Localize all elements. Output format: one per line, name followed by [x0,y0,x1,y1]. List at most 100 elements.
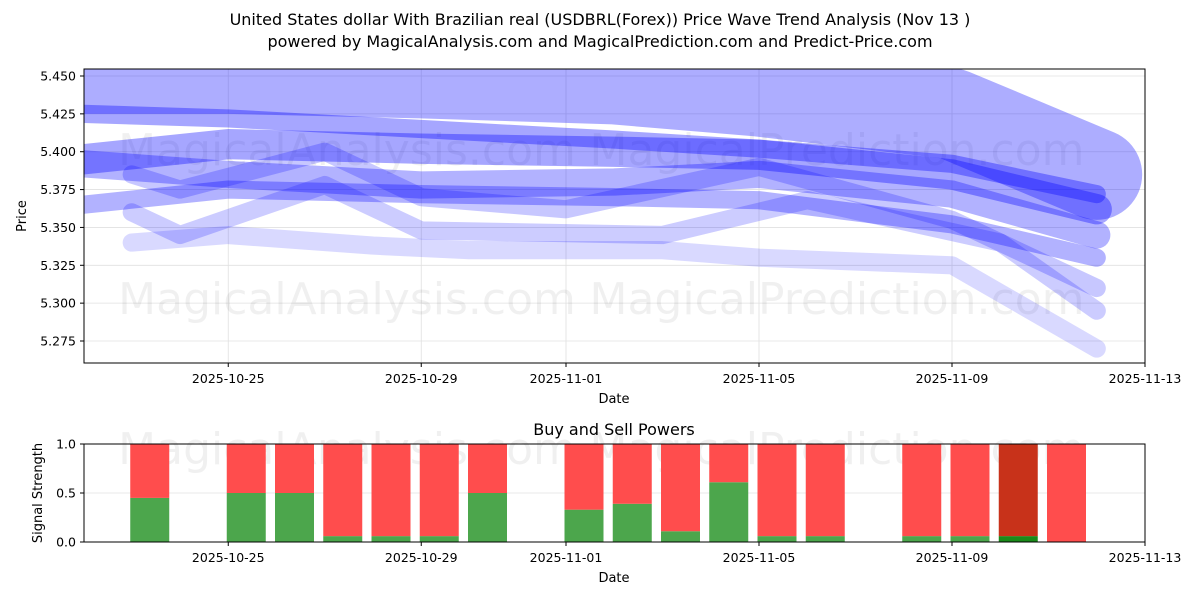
signal-plot-title: Buy and Sell Powers [533,420,695,439]
buy-segment [709,482,749,542]
signal-bar [950,444,990,542]
buy-segment [805,536,845,542]
x-tick-label: 2025-11-01 [530,371,603,386]
buy-segment [468,493,507,542]
buy-segment [950,536,990,542]
watermark: MagicalPrediction.com [590,274,1085,325]
wave-band-band-d [84,180,1106,267]
buy-segment [612,503,652,542]
x-tick-label: 2025-11-05 [723,371,796,386]
signal-bar [564,444,604,542]
signal-bar [1047,444,1086,542]
sell-segment [902,444,942,537]
main-frame [83,68,1146,364]
sell-segment [564,444,604,510]
signal-x-ticks: 2025-10-25 2025-10-29 2025-11-01 2025-11-05… [192,542,1181,565]
signal-y-label: Signal Strength [31,443,46,543]
signal-bar [323,444,363,542]
wave-band-band-a [84,104,1106,204]
signal-bar [275,444,314,542]
y-tick-label: 5.450 [40,69,76,84]
wave-band-band-b [84,129,1112,225]
signal-bar [998,444,1038,542]
signal-bar [902,444,942,542]
signal-bar [419,444,459,542]
wave-band-band-f [122,175,1106,320]
signal-bar [709,444,749,542]
y-tick-label: 5.400 [40,144,76,159]
signal-bar [757,444,797,542]
wave-band-band-g [122,225,1106,358]
signal-bar [130,444,170,542]
sell-segment [998,444,1038,537]
chart-title: United States dollar With Brazilian real… [229,10,971,29]
main-watermarks: MagicalAnalysis.com MagicalPrediction.com… [118,125,1084,325]
price-plot: MagicalAnalysis.com MagicalPrediction.com… [15,68,1181,407]
wave-band-band-e [122,142,1106,298]
buy-segment [564,509,604,542]
main-grid [84,69,1146,363]
buy-segment [323,536,363,542]
price-x-ticks: 2025-10-25 2025-10-29 2025-11-01 2025-11-05… [192,363,1181,386]
y-tick-label: 0.5 [56,486,76,501]
watermark: MagicalPrediction.com [590,125,1085,176]
buy-segment [998,536,1038,542]
sell-segment [371,444,411,537]
sell-segment [661,444,700,532]
wave-band-upper-envelope [84,69,1143,220]
signal-plot: Buy and Sell Powers MagicalAnalysis.comM… [31,420,1181,586]
y-tick-label: 5.350 [40,220,76,235]
price-y-label: Price [15,200,30,232]
buy-segment [902,536,942,542]
signal-bar [805,444,845,542]
signal-bar [226,444,266,542]
buy-segment [226,493,266,542]
x-tick-label: 2025-11-01 [530,550,603,565]
buy-segment [757,536,797,542]
signal-bars [130,444,1086,542]
watermark: MagicalAnalysis.com [118,125,576,176]
x-tick-label: 2025-11-09 [916,550,989,565]
y-tick-label: 5.275 [40,334,76,349]
sell-segment [1047,444,1086,542]
signal-bar [468,444,507,542]
wave-band-band-c [84,150,1111,249]
signal-bar [612,444,652,542]
chart-subtitle: powered by MagicalAnalysis.com and Magic… [267,32,933,51]
sell-segment [709,444,749,483]
y-tick-label: 5.300 [40,296,76,311]
buy-segment [371,536,411,542]
x-tick-label: 2025-10-29 [385,550,458,565]
y-tick-label: 5.425 [40,106,76,121]
x-tick-label: 2025-11-05 [723,550,796,565]
sell-segment [130,444,170,498]
sell-segment [275,444,314,493]
sell-segment [612,444,652,504]
signal-bar [661,444,700,542]
x-tick-label: 2025-11-13 [1109,550,1182,565]
price-x-label: Date [598,392,629,407]
signal-y-ticks: 0.0 0.5 1.0 [56,437,84,550]
wave-bands [84,69,1143,358]
sell-segment [226,444,266,493]
x-tick-label: 2025-11-09 [916,371,989,386]
x-tick-label: 2025-10-25 [192,371,265,386]
sell-segment [757,444,797,537]
sell-segment [419,444,459,537]
x-tick-label: 2025-11-13 [1109,371,1182,386]
sell-segment [805,444,845,537]
y-tick-label: 0.0 [56,535,76,550]
sell-segment [323,444,363,537]
sell-segment [950,444,990,537]
x-tick-label: 2025-10-25 [192,550,265,565]
buy-segment [419,536,459,542]
signal-bar [371,444,411,542]
sell-segment [468,444,507,493]
y-tick-label: 5.375 [40,182,76,197]
y-tick-label: 1.0 [56,437,76,452]
x-tick-label: 2025-10-29 [385,371,458,386]
buy-segment [130,497,170,542]
price-y-ticks: 5.275 5.300 5.325 5.350 5.375 5.400 5.425 5.450 [40,69,84,349]
watermark: MagicalAnalysis.com [118,274,576,325]
